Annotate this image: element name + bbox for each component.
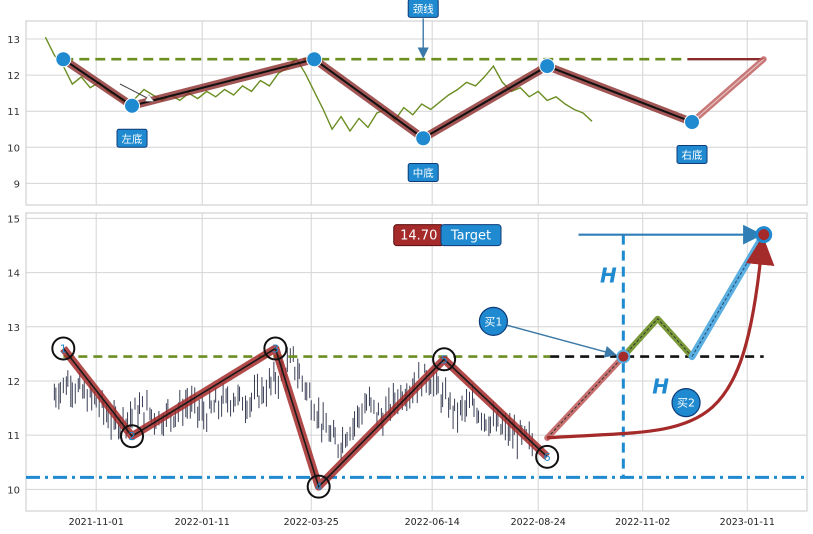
annotation-bottom-2: 中底 xyxy=(407,163,439,183)
zigzag-line xyxy=(62,347,548,489)
buy2-label: 买2 xyxy=(671,388,701,418)
bottom-series-group: 1 2 3 4 5 6 xyxy=(26,224,807,499)
annotation-bottom-3-text: 右底 xyxy=(682,148,703,161)
x-tick-label: 2022-03-25 xyxy=(284,517,339,528)
zigzag-point-ring xyxy=(120,424,145,449)
buy1-arrow xyxy=(507,324,617,358)
left-shoulder-arrow xyxy=(119,83,153,101)
pivot-marker xyxy=(55,51,72,68)
bottom-y-tick-label: 11 xyxy=(7,431,20,442)
annotation-bottom-3: 右底 xyxy=(676,144,708,164)
x-tick-label: 2023-01-11 xyxy=(720,517,775,528)
height-label-H: H xyxy=(652,374,669,398)
top-y-tick-label: 9 xyxy=(14,179,20,190)
price-line xyxy=(44,36,593,133)
zigzag-point-label: 4 xyxy=(315,481,322,494)
buy1-point xyxy=(616,349,631,364)
zigzag-point-ring xyxy=(306,474,331,499)
annotation-neckline-text: 颈线 xyxy=(413,2,434,15)
bottom-y-tick-label: 10 xyxy=(7,485,20,496)
bottom-plot-area xyxy=(25,212,808,512)
zigzag-point-ring xyxy=(432,347,457,372)
zigzag-point-6: 6 xyxy=(535,444,560,469)
curved-target-arrow xyxy=(547,235,775,440)
bottom-y-tick-label: 14 xyxy=(7,269,20,280)
pivot-marker xyxy=(124,97,141,114)
pattern-zigzag-line xyxy=(62,58,693,140)
bottom-y-tick-label: 15 xyxy=(7,214,20,225)
target-point xyxy=(755,226,773,244)
zigzag-point-label: 5 xyxy=(441,353,448,366)
x-tick-label: 2022-06-14 xyxy=(405,517,460,528)
bottom-annotations: 14.70 Target H H 买1 买2 xyxy=(393,224,701,418)
zigzag-point-label: 6 xyxy=(544,451,551,464)
pivot-marker xyxy=(684,114,701,131)
top-y-tick-label: 12 xyxy=(7,71,20,82)
zigzag-point-3: 3 xyxy=(263,336,288,361)
top-gridlines xyxy=(26,21,807,205)
zigzag-point-ring xyxy=(535,444,560,469)
zigzag-point-1: 1 xyxy=(51,336,76,361)
buy-circle xyxy=(478,306,509,336)
pivot-marker xyxy=(539,58,556,75)
projection-highlight xyxy=(691,58,765,123)
annotation-neckline: 颈线 xyxy=(407,0,439,18)
target-value-label: 14.70 xyxy=(393,224,445,247)
bottom-y-tick-labels: 10 11 12 13 14 15 xyxy=(7,214,20,496)
annotation-bottom-2-text: 中底 xyxy=(413,167,434,180)
bottom-y-tick-label: 12 xyxy=(7,377,20,388)
buy-text: 买1 xyxy=(484,315,502,328)
bottom-y-tick-label: 13 xyxy=(7,323,20,334)
top-y-tick-label: 13 xyxy=(7,35,20,46)
label-text: 14.70 xyxy=(400,229,437,244)
annotation-bottom-3-box xyxy=(676,144,708,164)
breakout-leg-1-inner xyxy=(546,356,624,439)
x-tick-label: 2022-08-24 xyxy=(511,517,566,528)
annotation-bottom-2-box xyxy=(407,163,439,183)
annotation-bottom-1: 左底 xyxy=(116,128,148,148)
top-y-tick-labels: 9 10 11 12 13 xyxy=(7,35,20,190)
label-text: Target xyxy=(450,229,491,244)
x-tick-label: 2021-11-01 xyxy=(69,517,124,528)
height-label-H: H xyxy=(600,263,617,287)
pullback-leg-inner xyxy=(622,317,693,357)
x-tick-label: 2022-11-02 xyxy=(615,517,670,528)
zigzag-point-ring xyxy=(51,336,76,361)
zigzag-point-label: 1 xyxy=(60,342,67,355)
annotation-bottom-1-text: 左底 xyxy=(122,132,143,145)
zigzag-point-4: 4 xyxy=(306,474,331,499)
buy1-label: 买1 xyxy=(478,306,509,336)
top-y-tick-label: 10 xyxy=(7,143,20,154)
annotation-bottom-1-box xyxy=(116,128,148,148)
pivot-marker xyxy=(306,51,323,68)
buy-text: 买2 xyxy=(677,397,695,410)
bottom-x-tick-labels: 2021-11-01 2022-01-11 2022-03-25 2022-06-14… xyxy=(69,517,775,528)
top-y-tick-label: 11 xyxy=(7,107,20,118)
annotation-neckline-box xyxy=(407,0,439,18)
x-tick-label: 2022-01-11 xyxy=(175,517,230,528)
zigzag-point-label: 3 xyxy=(272,342,279,355)
zigzag-point-ring xyxy=(263,336,288,361)
top-pivot-markers xyxy=(55,51,701,147)
pivot-marker xyxy=(415,130,432,147)
buy-circle xyxy=(671,388,701,418)
top-series-group xyxy=(44,36,767,143)
zigzag-point-2: 2 xyxy=(120,424,145,449)
zigzag-point-label: 2 xyxy=(129,430,136,443)
zigzag-point-5: 5 xyxy=(432,347,457,372)
target-label: Target xyxy=(440,224,502,247)
label-box xyxy=(440,224,502,247)
